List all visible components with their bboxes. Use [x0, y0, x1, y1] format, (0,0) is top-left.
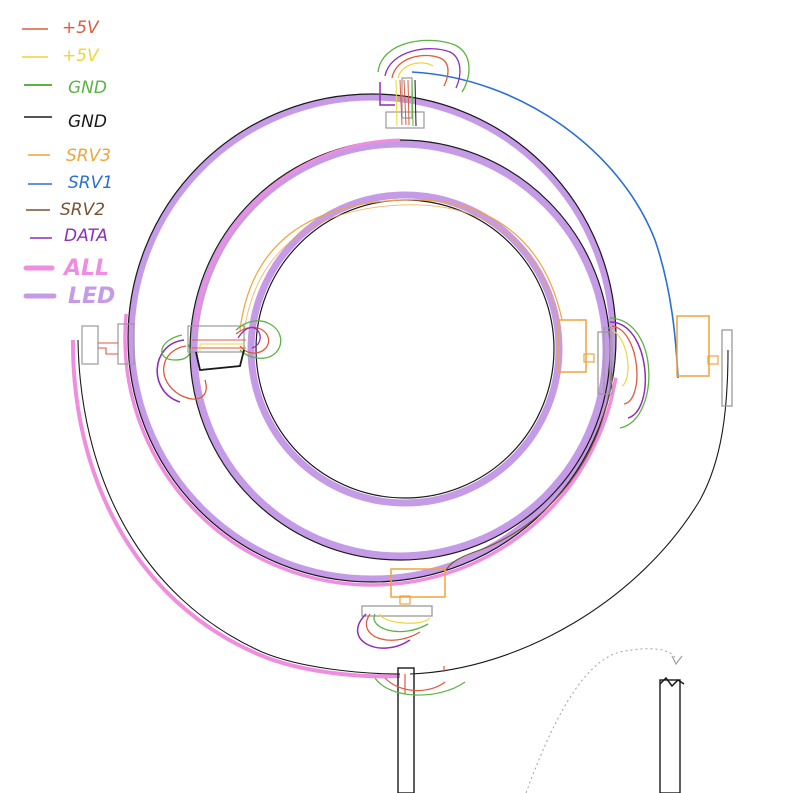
legend-item-data: DATA [30, 226, 108, 246]
legend-item-srv2: SRV2 [26, 200, 105, 220]
legend-item-srv1: SRV1 [28, 173, 113, 193]
lower-sweep [70, 339, 729, 679]
legend-item-gnd-black: GND [24, 112, 107, 132]
legend-label: SRV3 [66, 146, 111, 166]
legend-label: LED [68, 284, 115, 309]
srv3-arc-b [243, 204, 559, 333]
stand [374, 648, 685, 793]
legend-item-led: LED [23, 284, 115, 309]
outer-ring [123, 89, 621, 587]
left-bracket-b [117, 323, 135, 365]
inner-ring-edge [255, 199, 555, 499]
legend-item-p5v-red: +5V [22, 18, 100, 38]
legend-item-all: ALL [23, 256, 109, 281]
top-bracket [385, 111, 425, 129]
sweep-edge-a [77, 339, 401, 675]
rotation-arrow [525, 648, 677, 793]
all-wire-outer [123, 89, 621, 587]
sweep-edge-b [409, 349, 729, 675]
legend-label: DATA [64, 226, 108, 246]
legend-item-srv3: SRV3 [28, 146, 111, 166]
legend-label: +5V [62, 18, 100, 38]
left-connector [81, 320, 282, 403]
srv2-wire [444, 359, 613, 573]
legend-label: GND [68, 112, 107, 132]
top-connector [377, 39, 470, 129]
right-post [659, 679, 681, 793]
left-bracket-a [81, 325, 99, 365]
srv3-wire [239, 199, 563, 333]
outer-ring-edge [127, 93, 617, 583]
bottom-connector [357, 568, 446, 649]
led-strip-inner [247, 191, 563, 507]
legend-item-p5v-yellow: +5V [22, 46, 100, 66]
arrow-head-icon [671, 655, 683, 666]
left-servo-bracket [187, 325, 245, 353]
srv3-arc [239, 199, 563, 331]
right-connector [557, 315, 733, 429]
right-servo-inner [557, 319, 587, 373]
left-post [397, 667, 415, 793]
legend: +5V +5V GND GND SRV3 SRV1 SRV2 DATA [22, 18, 115, 309]
legend-label: SRV2 [60, 200, 105, 220]
all-wire-middle [193, 138, 401, 331]
legend-label: SRV1 [68, 173, 113, 193]
bottom-bracket [361, 605, 433, 617]
right-outer-bracket [721, 329, 733, 407]
legend-label: ALL [62, 256, 109, 281]
led-strip-middle [190, 140, 610, 560]
legend-label: +5V [62, 46, 100, 66]
all-wire-sweep [70, 339, 401, 679]
srv1-wire [411, 71, 679, 379]
right-servo-outer [676, 315, 710, 377]
legend-label: GND [68, 78, 107, 98]
legend-item-gnd-green: GND [24, 78, 107, 98]
bottom-servo [390, 568, 446, 598]
inner-ring [247, 191, 563, 507]
led-strip-outer [127, 93, 617, 583]
